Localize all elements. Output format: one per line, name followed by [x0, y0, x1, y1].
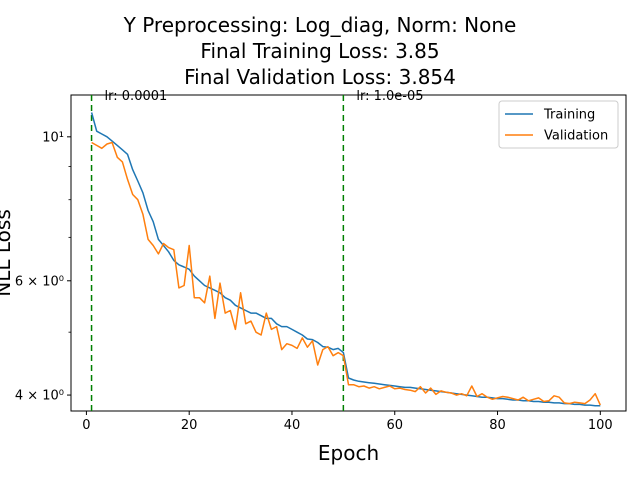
x-tick-label: 20 — [181, 418, 198, 433]
axis-labels: Epoch NLL Loss — [0, 209, 379, 465]
axis-ticks: 0 20 40 60 80 100 4 × 10⁰ 6 × 10⁰ 10¹ — [15, 130, 613, 433]
legend: Training Validation — [498, 100, 619, 149]
plot-frame — [70, 94, 627, 412]
chart-title-line-2: Final Training Loss: 3.85 — [200, 39, 440, 63]
x-tick-label: 40 — [284, 418, 301, 433]
legend-box — [498, 100, 619, 149]
x-tick-label: 100 — [588, 418, 613, 433]
plot-area — [70, 94, 627, 412]
y-tick-label: 6 × 10⁰ — [15, 274, 64, 289]
x-axis-label: Epoch — [318, 441, 379, 465]
lr-markers: lr: 0.0001 lr: 1.0e-05 — [90, 89, 424, 411]
series-line-validation — [91, 141, 601, 406]
x-tick-label: 0 — [82, 418, 90, 433]
series-line-training — [90, 112, 601, 407]
x-tick-label: 60 — [386, 418, 403, 433]
y-axis-label: NLL Loss — [0, 209, 15, 296]
lr-label-2: lr: 1.0e-05 — [356, 89, 423, 104]
x-tick-label: 80 — [489, 418, 506, 433]
chart-title-line-3: Final Validation Loss: 3.854 — [184, 65, 456, 89]
y-tick-label: 10¹ — [42, 130, 64, 145]
y-tick-label: 4 × 10⁰ — [15, 389, 64, 404]
lr-label-1: lr: 0.0001 — [105, 89, 168, 104]
series-group — [90, 112, 601, 407]
legend-label-training: Training — [543, 108, 595, 123]
chart-title-line-1: Y Preprocessing: Log_diag, Norm: None — [123, 13, 517, 37]
legend-label-validation: Validation — [544, 129, 608, 144]
